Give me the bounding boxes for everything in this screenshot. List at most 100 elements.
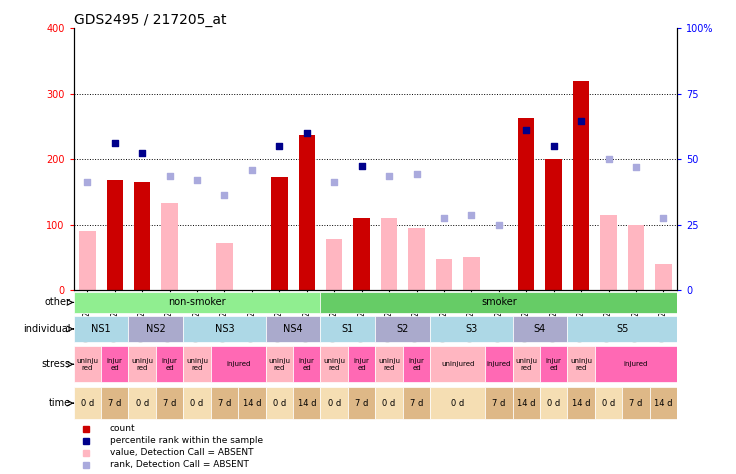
Text: uninju
red: uninju red xyxy=(378,358,400,371)
Text: rank, Detection Call = ABSENT: rank, Detection Call = ABSENT xyxy=(110,460,249,469)
Point xyxy=(548,142,559,150)
Bar xyxy=(403,346,431,383)
Bar xyxy=(567,387,595,419)
Text: 14 d: 14 d xyxy=(243,399,261,408)
Text: 0 d: 0 d xyxy=(81,399,94,408)
Bar xyxy=(156,346,183,383)
Bar xyxy=(348,387,375,419)
Point xyxy=(355,162,367,170)
Bar xyxy=(540,387,567,419)
Bar xyxy=(375,346,403,383)
Bar xyxy=(216,243,233,290)
Text: uninju
red: uninju red xyxy=(570,358,592,371)
Text: injured: injured xyxy=(624,361,648,367)
Text: 14 d: 14 d xyxy=(654,399,673,408)
Bar xyxy=(512,387,540,419)
Point xyxy=(603,155,615,163)
Bar xyxy=(622,387,650,419)
Point xyxy=(411,170,422,177)
Bar xyxy=(183,346,210,383)
Bar xyxy=(299,135,315,290)
Bar xyxy=(545,159,562,290)
Bar xyxy=(129,316,183,342)
Bar xyxy=(375,316,431,342)
Text: 0 d: 0 d xyxy=(191,399,204,408)
Bar xyxy=(101,346,129,383)
Point xyxy=(163,172,175,180)
Text: NS1: NS1 xyxy=(91,324,111,334)
Text: uninju
red: uninju red xyxy=(77,358,99,371)
Point xyxy=(274,142,286,150)
Bar xyxy=(266,316,320,342)
Text: percentile rank within the sample: percentile rank within the sample xyxy=(110,437,263,445)
Bar xyxy=(381,218,397,290)
Text: non-smoker: non-smoker xyxy=(169,297,226,308)
Bar xyxy=(567,316,677,342)
Point xyxy=(219,191,230,199)
Text: 14 d: 14 d xyxy=(572,399,590,408)
Text: 0 d: 0 d xyxy=(547,399,560,408)
Bar xyxy=(74,316,129,342)
Bar xyxy=(573,81,590,290)
Point xyxy=(630,164,642,171)
Text: S2: S2 xyxy=(397,324,409,334)
Bar xyxy=(107,180,123,290)
Point xyxy=(438,214,450,222)
Text: S4: S4 xyxy=(534,324,546,334)
Text: S1: S1 xyxy=(342,324,354,334)
Bar xyxy=(353,218,370,290)
Bar xyxy=(567,346,595,383)
Point xyxy=(383,172,395,180)
Text: 14 d: 14 d xyxy=(517,399,536,408)
Text: uninju
red: uninju red xyxy=(323,358,345,371)
Point xyxy=(493,221,505,228)
Bar xyxy=(431,387,485,419)
Text: 7 d: 7 d xyxy=(629,399,643,408)
Bar xyxy=(650,387,677,419)
Text: injur
ed: injur ed xyxy=(107,358,123,371)
Point xyxy=(82,178,93,186)
Bar xyxy=(512,346,540,383)
Text: stress: stress xyxy=(41,359,71,369)
Bar xyxy=(436,259,452,290)
Text: 7 d: 7 d xyxy=(410,399,423,408)
Bar xyxy=(293,387,320,419)
Bar xyxy=(540,346,567,383)
Text: 0 d: 0 d xyxy=(451,399,464,408)
Text: NS4: NS4 xyxy=(283,324,303,334)
Bar xyxy=(161,203,178,290)
Point xyxy=(301,129,313,137)
Bar xyxy=(348,346,375,383)
Bar xyxy=(271,177,288,290)
Bar xyxy=(408,228,425,290)
Bar xyxy=(238,387,266,419)
Bar xyxy=(210,346,266,383)
Bar xyxy=(485,387,512,419)
Bar xyxy=(518,118,534,290)
Text: 7 d: 7 d xyxy=(108,399,121,408)
Bar xyxy=(129,387,156,419)
Bar xyxy=(266,387,293,419)
Text: injur
ed: injur ed xyxy=(299,358,315,371)
Point xyxy=(328,178,340,186)
Bar xyxy=(595,346,677,383)
Bar xyxy=(266,346,293,383)
Text: uninju
red: uninju red xyxy=(131,358,153,371)
Text: injur
ed: injur ed xyxy=(545,358,562,371)
Bar xyxy=(403,387,431,419)
Text: 7 d: 7 d xyxy=(218,399,231,408)
Bar xyxy=(74,387,101,419)
Point xyxy=(136,149,148,156)
Text: injur
ed: injur ed xyxy=(354,358,369,371)
Bar xyxy=(74,292,320,313)
Bar xyxy=(79,231,96,290)
Text: 0 d: 0 d xyxy=(602,399,615,408)
Text: other: other xyxy=(45,297,71,308)
Text: injured: injured xyxy=(226,361,250,367)
Point xyxy=(109,139,121,147)
Bar xyxy=(375,387,403,419)
Bar xyxy=(183,316,266,342)
Point xyxy=(576,118,587,125)
Text: S3: S3 xyxy=(465,324,478,334)
Bar xyxy=(512,316,567,342)
